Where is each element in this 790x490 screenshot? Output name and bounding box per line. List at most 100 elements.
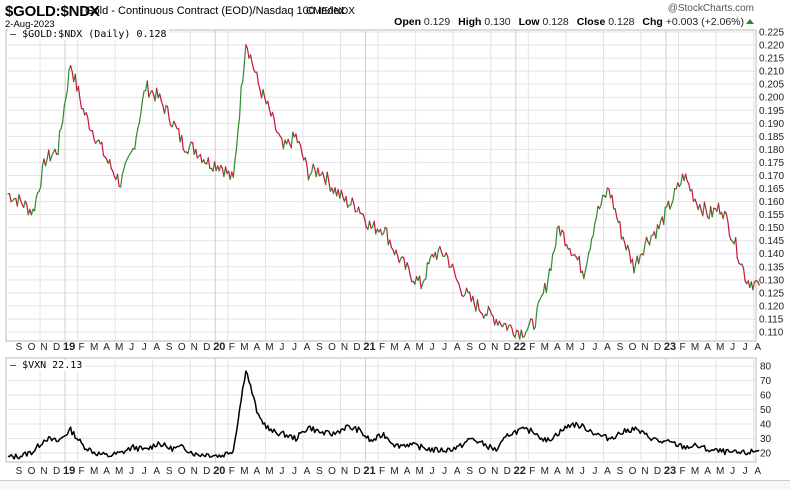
svg-text:D: D — [53, 466, 60, 477]
svg-text:D: D — [654, 342, 661, 353]
svg-text:M: M — [691, 342, 699, 353]
svg-text:F: F — [79, 342, 85, 353]
svg-text:D: D — [504, 466, 511, 477]
svg-text:F: F — [379, 466, 385, 477]
svg-text:M: M — [390, 342, 398, 353]
svg-text:A: A — [604, 342, 611, 353]
svg-text:30: 30 — [760, 434, 772, 445]
svg-text:J: J — [442, 466, 447, 477]
svg-text:O: O — [178, 466, 186, 477]
svg-text:A: A — [704, 342, 711, 353]
svg-text:A: A — [404, 466, 411, 477]
svg-text:A: A — [103, 466, 110, 477]
svg-text:O: O — [328, 342, 336, 353]
svg-text:M: M — [115, 466, 123, 477]
svg-text:0.200: 0.200 — [759, 93, 784, 104]
svg-text:N: N — [491, 466, 498, 477]
svg-text:M: M — [390, 466, 398, 477]
svg-text:D: D — [203, 466, 210, 477]
svg-text:J: J — [142, 466, 147, 477]
svg-text:M: M — [240, 466, 248, 477]
svg-text:0.180: 0.180 — [759, 145, 784, 156]
svg-text:J: J — [142, 342, 147, 353]
svg-text:N: N — [40, 466, 47, 477]
svg-text:N: N — [491, 342, 498, 353]
svg-text:S: S — [466, 466, 473, 477]
svg-text:D: D — [353, 466, 360, 477]
svg-text:F: F — [680, 466, 686, 477]
svg-text:O: O — [28, 466, 36, 477]
svg-text:A: A — [153, 466, 160, 477]
svg-text:0.205: 0.205 — [759, 80, 784, 91]
svg-text:M: M — [90, 342, 98, 353]
svg-text:O: O — [178, 342, 186, 353]
svg-text:M: M — [541, 342, 549, 353]
svg-text:J: J — [279, 466, 284, 477]
svg-text:S: S — [316, 342, 323, 353]
svg-text:A: A — [454, 466, 461, 477]
svg-text:J: J — [430, 342, 435, 353]
svg-text:J: J — [430, 466, 435, 477]
svg-text:D: D — [504, 342, 511, 353]
svg-text:S: S — [166, 466, 173, 477]
lower-legend: — $VXN 22.13 — [8, 360, 84, 371]
svg-text:F: F — [229, 342, 235, 353]
svg-text:J: J — [592, 466, 597, 477]
svg-text:D: D — [53, 342, 60, 353]
svg-text:70: 70 — [760, 376, 772, 387]
svg-text:N: N — [40, 342, 47, 353]
svg-text:D: D — [203, 342, 210, 353]
svg-text:19: 19 — [63, 465, 75, 477]
svg-text:21: 21 — [363, 465, 375, 477]
svg-text:M: M — [240, 342, 248, 353]
svg-text:0.215: 0.215 — [759, 54, 784, 65]
svg-text:0.220: 0.220 — [759, 41, 784, 52]
svg-text:J: J — [730, 342, 735, 353]
legend-line-icon: — — [10, 360, 16, 371]
svg-text:J: J — [580, 466, 585, 477]
svg-text:M: M — [90, 466, 98, 477]
svg-text:A: A — [254, 466, 261, 477]
svg-text:0.190: 0.190 — [759, 119, 784, 130]
svg-text:A: A — [304, 466, 311, 477]
svg-text:21: 21 — [363, 341, 375, 353]
svg-text:J: J — [580, 342, 585, 353]
svg-text:N: N — [191, 342, 198, 353]
svg-text:S: S — [316, 466, 323, 477]
svg-text:20: 20 — [213, 341, 225, 353]
svg-text:S: S — [466, 342, 473, 353]
legend-line-icon: — — [10, 29, 16, 40]
svg-text:0.110: 0.110 — [759, 328, 784, 339]
svg-text:D: D — [654, 466, 661, 477]
svg-text:F: F — [229, 466, 235, 477]
svg-text:O: O — [328, 466, 336, 477]
svg-text:M: M — [265, 466, 273, 477]
svg-text:A: A — [754, 342, 761, 353]
svg-text:0.175: 0.175 — [759, 158, 784, 169]
svg-text:A: A — [103, 342, 110, 353]
svg-text:J: J — [292, 342, 297, 353]
svg-text:50: 50 — [760, 405, 772, 416]
svg-text:F: F — [79, 466, 85, 477]
svg-text:22: 22 — [514, 341, 526, 353]
svg-text:S: S — [617, 466, 624, 477]
svg-text:20: 20 — [760, 449, 772, 460]
svg-text:A: A — [254, 342, 261, 353]
svg-text:23: 23 — [664, 341, 676, 353]
svg-text:M: M — [566, 466, 574, 477]
svg-text:S: S — [16, 342, 23, 353]
main-legend: — $GOLD:$NDX (Daily) 0.128 — [8, 29, 169, 40]
svg-text:O: O — [28, 342, 36, 353]
svg-text:19: 19 — [63, 341, 75, 353]
svg-text:0.155: 0.155 — [759, 210, 784, 221]
svg-text:J: J — [743, 342, 748, 353]
svg-text:J: J — [129, 466, 134, 477]
svg-text:0.145: 0.145 — [759, 236, 784, 247]
svg-text:0.160: 0.160 — [759, 197, 784, 208]
svg-text:S: S — [166, 342, 173, 353]
svg-text:0.195: 0.195 — [759, 106, 784, 117]
svg-text:F: F — [379, 342, 385, 353]
svg-text:A: A — [554, 466, 561, 477]
svg-text:O: O — [478, 466, 486, 477]
